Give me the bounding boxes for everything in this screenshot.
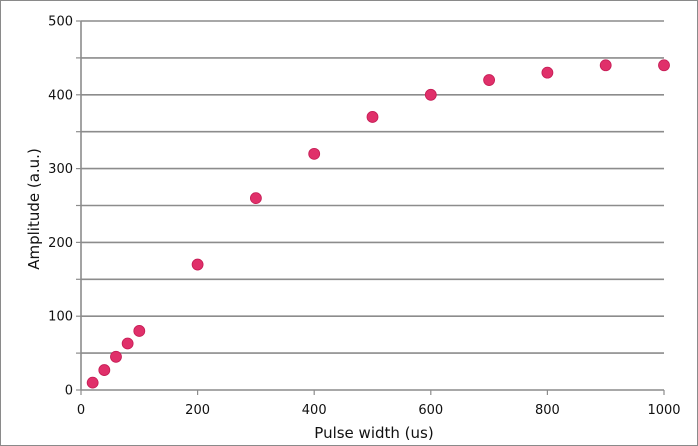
data-point-5	[191, 258, 204, 271]
y-tick-label-0: 0	[65, 384, 73, 399]
x-tick-label-400: 400	[302, 403, 327, 418]
y-tick-label-400: 400	[48, 88, 73, 103]
x-tick-label-600: 600	[418, 403, 443, 418]
x-tick-label-800: 800	[535, 403, 560, 418]
data-point-2	[110, 350, 122, 363]
data-point-0	[86, 376, 99, 389]
x-tick-label-200: 200	[185, 403, 210, 418]
axis-layer	[76, 20, 665, 395]
y-tick-label-100: 100	[48, 310, 73, 325]
data-point-13	[658, 59, 670, 72]
y-tick-labels: 0 100 200 300 400 500	[48, 15, 73, 399]
data-point-3	[121, 337, 134, 350]
y-tick-label-300: 300	[48, 162, 73, 177]
grid-layer	[81, 20, 664, 354]
data-point-4	[133, 325, 146, 337]
y-axis-label: Amplitude (a.u.)	[25, 148, 43, 270]
data-point-9	[424, 88, 437, 101]
data-point-10	[483, 74, 496, 86]
data-point-11	[541, 66, 554, 79]
x-tick-label-0: 0	[77, 403, 85, 418]
data-point-1	[98, 364, 111, 376]
data-point-8	[366, 111, 379, 123]
x-tick-label-1000: 1000	[647, 403, 680, 418]
data-points	[86, 59, 670, 389]
x-axis-label: Pulse width (us)	[314, 424, 433, 442]
data-point-6	[249, 192, 262, 205]
data-point-7	[308, 147, 321, 160]
y-tick-label-200: 200	[48, 236, 73, 251]
data-point-12	[599, 59, 612, 72]
y-tick-label-500: 500	[48, 15, 73, 30]
x-tick-labels: 0 200 400 600 800 1000	[77, 403, 681, 418]
